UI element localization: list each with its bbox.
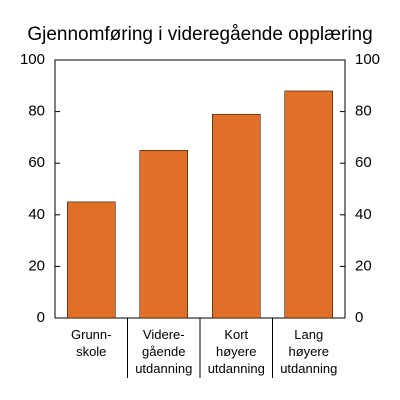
x-tick-label: Lang høyere utdanning (280, 327, 337, 376)
bar (284, 90, 333, 319)
y-tick-label: 80 (28, 103, 45, 120)
y2-tick-label: 20 (355, 257, 372, 274)
y2-tick-label: 60 (355, 154, 372, 171)
y-tick-label: 100 (20, 51, 45, 68)
bar (212, 113, 261, 319)
y-tick-label: 0 (37, 309, 45, 326)
y2-tick-label: 0 (355, 309, 363, 326)
x-tick-label: Kort høyere utdanning (208, 327, 265, 376)
bar (67, 201, 116, 319)
y-tick-label: 60 (28, 154, 45, 171)
chart-title: Gjennomføring i videregående opplæring (27, 24, 372, 45)
y2-tick-label: 40 (355, 206, 372, 223)
y2-tick-label: 100 (355, 51, 380, 68)
x-tick-label: Videre-gående utdanning (135, 327, 192, 376)
y2-tick-label: 80 (355, 103, 372, 120)
y-tick-label: 40 (28, 206, 45, 223)
bar (139, 150, 188, 319)
x-tick-label: Grunn-skole (71, 327, 111, 359)
y-tick-label: 20 (28, 257, 45, 274)
